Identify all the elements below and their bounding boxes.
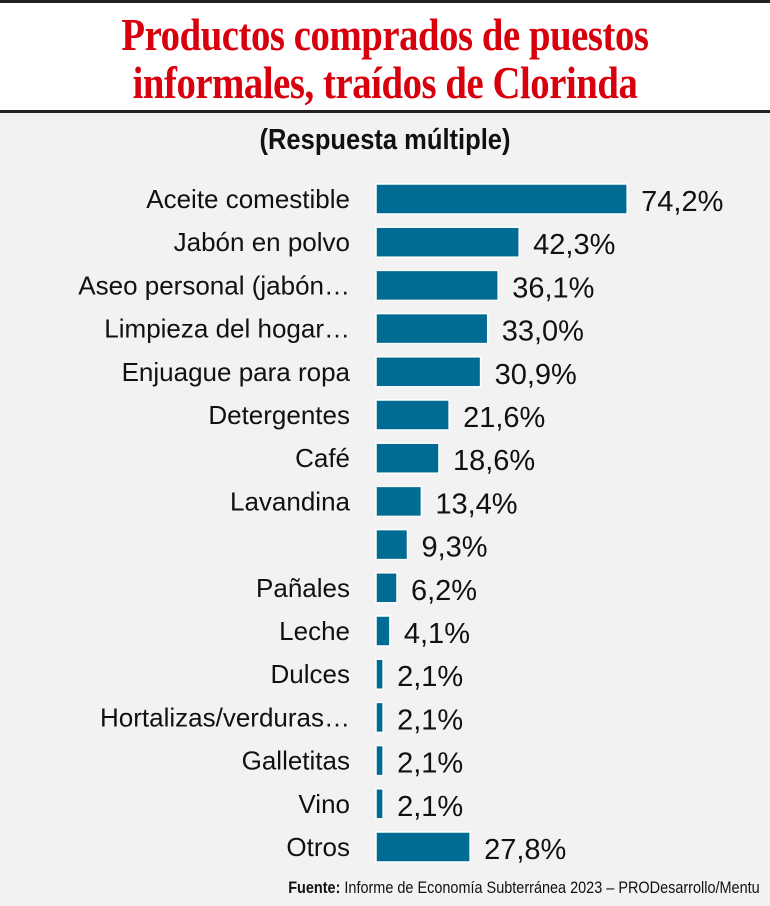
source-text: Informe de Economía Subterránea 2023 – P…	[340, 878, 760, 897]
category-label: Lavandina	[230, 486, 351, 516]
value-label: 2,1%	[397, 661, 463, 693]
value-label: 18,6%	[453, 445, 535, 477]
value-label: 9,3%	[421, 532, 487, 564]
category-label: Dulces	[271, 659, 350, 689]
value-label: 2,1%	[397, 748, 463, 780]
bar	[375, 269, 499, 302]
category-label: Aseo personal (jabón…	[78, 270, 350, 300]
value-label: 30,9%	[495, 359, 577, 391]
value-label: 74,2%	[641, 186, 723, 218]
source-note: Fuente: Informe de Economía Subterránea …	[289, 878, 760, 898]
value-label: 2,1%	[397, 791, 463, 823]
value-label: 13,4%	[435, 488, 517, 520]
category-label: Aceite comestible	[146, 184, 350, 214]
category-label: Hortalizas/verduras…	[100, 702, 350, 732]
bar	[375, 701, 384, 734]
value-label: 27,8%	[484, 834, 566, 866]
category-label: Limpieza del hogar…	[104, 314, 350, 344]
bar	[375, 572, 398, 604]
value-label: 36,1%	[512, 272, 594, 304]
value-label: 42,3%	[533, 229, 615, 261]
category-label: Galletitas	[242, 746, 350, 776]
category-label: Vino	[298, 789, 350, 819]
value-label: 21,6%	[463, 402, 545, 434]
bar	[375, 356, 482, 388]
bar	[375, 399, 450, 431]
bar	[375, 528, 409, 561]
category-label: Otros	[286, 832, 350, 862]
header: Productos comprados de puestos informale…	[0, 0, 770, 113]
category-label: Leche	[279, 616, 350, 646]
source-label: Fuente:	[288, 878, 341, 897]
bar	[375, 442, 440, 474]
value-label: 33,0%	[502, 316, 584, 348]
bar	[375, 312, 489, 345]
bar	[375, 744, 384, 777]
category-label: Café	[295, 443, 350, 473]
chart-title: Productos comprados de puestos informale…	[54, 11, 716, 107]
bar	[375, 485, 423, 518]
bar	[375, 831, 471, 863]
category-label: Enjuague para ropa	[122, 357, 351, 387]
value-label: 2,1%	[397, 704, 463, 736]
chart-subtitle: (Respuesta múltiple)	[259, 124, 511, 156]
category-label: Detergentes	[208, 400, 350, 430]
value-label: 4,1%	[404, 618, 470, 650]
title-line-1: Productos comprados de puestos	[121, 10, 649, 60]
category-label: Jabón en polvo	[174, 227, 350, 257]
category-label: Pañales	[256, 573, 350, 603]
value-label: 6,2%	[411, 575, 477, 607]
bar	[375, 183, 628, 215]
bar	[375, 788, 384, 820]
title-line-2: informales, traídos de Clorinda	[132, 58, 638, 108]
bar	[375, 658, 384, 690]
bar	[375, 615, 391, 647]
bar	[375, 226, 520, 258]
